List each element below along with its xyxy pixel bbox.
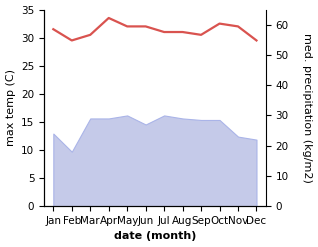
Y-axis label: max temp (C): max temp (C) <box>5 69 16 146</box>
X-axis label: date (month): date (month) <box>114 231 196 242</box>
Y-axis label: med. precipitation (kg/m2): med. precipitation (kg/m2) <box>302 33 313 183</box>
